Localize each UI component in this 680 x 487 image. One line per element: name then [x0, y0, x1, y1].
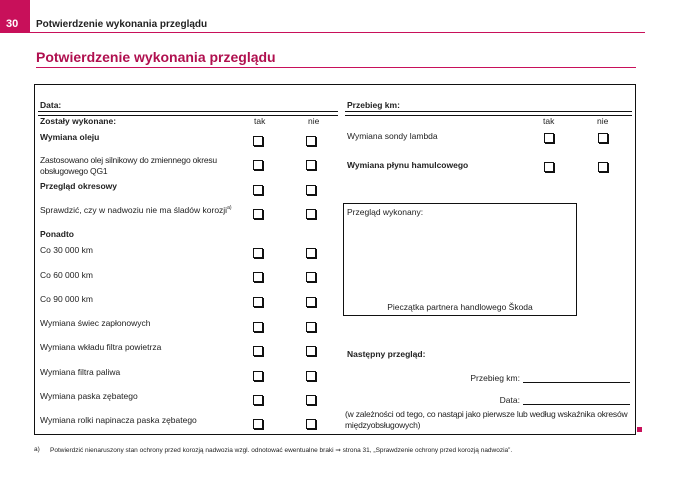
form-box: [34, 84, 636, 435]
task-label: Co 30 000 km: [40, 245, 93, 255]
task-row-label: Przegląd okresowy: [40, 181, 250, 192]
no-checkbox[interactable]: [306, 419, 316, 429]
yes-header-right: tak: [543, 116, 555, 126]
yes-header: tak: [254, 116, 266, 126]
yes-checkbox[interactable]: [544, 162, 554, 172]
next-service-title: Następny przegląd:: [347, 349, 426, 359]
yes-checkbox[interactable]: [253, 371, 263, 381]
task-row-label: Co 60 000 km: [40, 270, 250, 281]
task-label: Wymiana filtra paliwa: [40, 367, 121, 377]
stamp-title: Przegląd wykonany:: [347, 207, 424, 217]
page-marker: [637, 427, 642, 432]
no-checkbox[interactable]: [306, 346, 316, 356]
task-label: Przegląd okresowy: [40, 181, 118, 191]
no-checkbox[interactable]: [306, 136, 316, 146]
task-row-label: Co 90 000 km: [40, 294, 250, 305]
task-row-label: Sprawdzić, czy w nadwoziu nie ma śladów …: [40, 205, 250, 216]
next-date-label: Data:: [499, 395, 520, 405]
task-label: Wymiana płynu hamulcowego: [347, 160, 469, 170]
task-label: Wymiana świec zapłonowych: [40, 318, 151, 328]
task-row-label: Co 30 000 km: [40, 245, 250, 256]
yes-checkbox[interactable]: [253, 346, 263, 356]
task-label: Co 60 000 km: [40, 270, 93, 280]
no-checkbox[interactable]: [306, 297, 316, 307]
page-title: Potwierdzenie wykonania przeglądu: [36, 49, 276, 65]
title-rule: [36, 67, 636, 68]
next-mileage-label: Przebieg km:: [470, 373, 520, 383]
page-number: 30: [6, 18, 19, 30]
header-rule: [30, 32, 645, 33]
next-mileage-field[interactable]: [523, 382, 630, 383]
no-checkbox[interactable]: [306, 272, 316, 282]
next-service-note: (w zależności od tego, co nastąpi jako p…: [345, 409, 628, 430]
done-label: Zostały wykonane:: [40, 116, 117, 126]
no-checkbox[interactable]: [306, 160, 316, 170]
yes-checkbox[interactable]: [253, 248, 263, 258]
task-label: Co 90 000 km: [40, 294, 93, 304]
task-label: Wymiana sondy lambda: [347, 131, 438, 141]
footnote-text: Potwierdzić nienaruszony stan ochrony pr…: [50, 447, 513, 454]
yes-checkbox[interactable]: [253, 395, 263, 405]
yes-checkbox[interactable]: [253, 297, 263, 307]
footnote-mark: a): [34, 446, 40, 453]
no-header-right: nie: [597, 116, 609, 126]
yes-checkbox[interactable]: [253, 136, 263, 146]
task-row-label: Wymiana filtra paliwa: [40, 367, 250, 378]
no-checkbox[interactable]: [306, 395, 316, 405]
no-checkbox[interactable]: [306, 185, 316, 195]
stamp-box: [343, 203, 577, 316]
stamp-caption: Pieczątka partnera handlowego Škoda: [387, 302, 533, 312]
yes-checkbox[interactable]: [253, 272, 263, 282]
next-date-field[interactable]: [523, 404, 630, 405]
task-row-label: Zastosowano olej silnikowy do zmiennego …: [40, 155, 248, 177]
task-label: Ponadto: [40, 229, 74, 239]
no-checkbox[interactable]: [306, 209, 316, 219]
no-checkbox[interactable]: [598, 162, 608, 172]
double-rule-right: [345, 111, 632, 116]
yes-checkbox[interactable]: [253, 209, 263, 219]
task-row-label: Wymiana wkładu filtra powietrza: [40, 342, 250, 353]
task-label: Sprawdzić, czy w nadwoziu nie ma śladów …: [40, 205, 228, 215]
task-label: Wymiana oleju: [40, 132, 100, 142]
task-row-label: Wymiana paska zębatego: [40, 391, 250, 402]
no-checkbox[interactable]: [306, 322, 316, 332]
task-row-label: Wymiana oleju: [40, 132, 250, 143]
task-label: Wymiana paska zębatego: [40, 391, 138, 401]
task-label: Wymiana rolki napinacza paska zębatego: [40, 415, 197, 425]
header-band: [0, 0, 30, 33]
no-checkbox[interactable]: [306, 371, 316, 381]
date-label: Data:: [40, 100, 62, 110]
yes-checkbox[interactable]: [253, 185, 263, 195]
mileage-label: Przebieg km:: [347, 100, 400, 110]
task-row-label: Ponadto: [40, 229, 250, 240]
header-title: Potwierdzenie wykonania przeglądu: [36, 19, 208, 30]
yes-checkbox[interactable]: [253, 419, 263, 429]
yes-checkbox[interactable]: [253, 160, 263, 170]
yes-checkbox[interactable]: [253, 322, 263, 332]
no-header: nie: [308, 116, 320, 126]
footnote-ref: a): [227, 205, 232, 212]
task-row-label: Wymiana świec zapłonowych: [40, 318, 250, 329]
no-checkbox[interactable]: [306, 248, 316, 258]
task-label: Zastosowano olej silnikowy do zmiennego …: [40, 155, 217, 176]
task-row-label: Wymiana rolki napinacza paska zębatego: [40, 415, 250, 426]
no-checkbox[interactable]: [598, 133, 608, 143]
task-label: Wymiana wkładu filtra powietrza: [40, 342, 162, 352]
yes-checkbox[interactable]: [544, 133, 554, 143]
double-rule: [38, 111, 338, 116]
